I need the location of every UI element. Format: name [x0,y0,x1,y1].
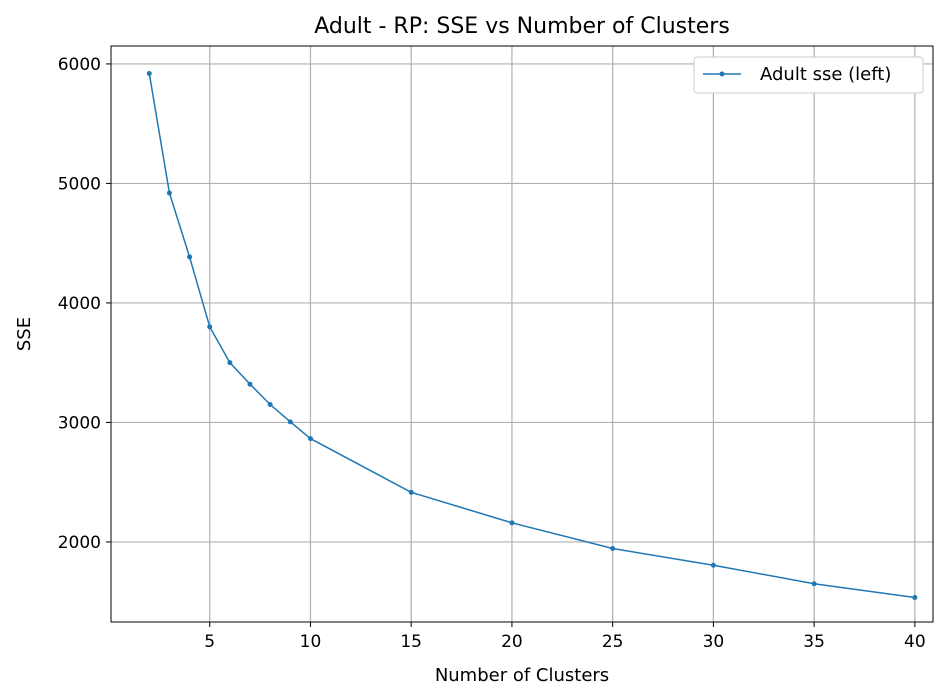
data-point [166,190,172,196]
chart-title: Adult - RP: SSE vs Number of Clusters [314,14,730,39]
data-point [227,360,233,366]
x-tick-label: 25 [602,632,624,652]
y-axis-label: SSE [14,317,35,351]
data-point [408,489,414,495]
y-tick-label: 2000 [58,533,101,553]
y-tick-label: 6000 [58,55,101,75]
data-point [146,70,152,76]
y-tick-label: 4000 [58,294,101,314]
x-tick-label: 20 [501,632,523,652]
x-tick-label: 35 [803,632,825,652]
data-point [247,381,253,387]
data-point [912,595,918,601]
legend-marker-swatch [719,71,725,77]
x-tick-label: 40 [904,632,926,652]
data-point [610,546,616,552]
data-point [307,436,313,442]
legend-entry-label: Adult sse (left) [760,64,891,85]
data-point [287,419,293,425]
y-tick-label: 3000 [58,413,101,433]
x-tick-label: 30 [703,632,725,652]
series-layer [146,70,918,601]
x-axis-label: Number of Clusters [435,665,609,686]
ticks: 5 10 15 20 25 30 35 40 2000 3000 4000 5000 6000 [58,55,926,652]
data-point [509,520,515,526]
data-point [710,562,716,568]
data-point [267,402,273,408]
plot-frame [110,45,934,623]
x-tick-label: 10 [300,632,322,652]
legend: Adult sse (left) [693,56,924,94]
legend-box [693,56,924,94]
x-tick-label: 15 [400,632,422,652]
data-point [207,324,213,330]
y-tick-label: 5000 [58,174,101,194]
data-point [811,581,817,587]
x-tick-label: 5 [204,632,215,652]
data-point [187,254,193,260]
